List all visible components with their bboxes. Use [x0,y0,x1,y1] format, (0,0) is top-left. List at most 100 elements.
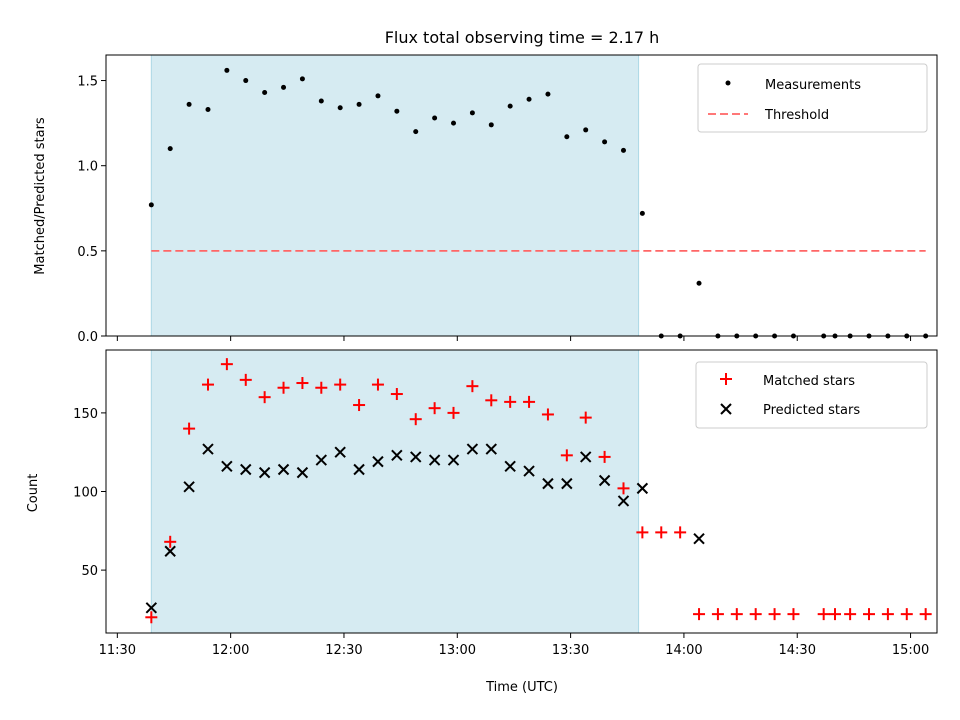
measurement-point [337,105,343,111]
matched-star-point [485,394,498,407]
measurement-point [394,108,400,114]
y-tick-label: 1.0 [77,160,98,175]
x-tick-label: 11:30 [99,643,136,658]
matched-star-point [674,526,687,539]
bottom-legend: Matched stars Predicted stars [695,361,928,429]
measurement-point [299,76,305,82]
matched-star-point [655,526,668,539]
bottom-legend-box [695,361,928,429]
top-axes-frame [105,54,938,337]
observing-window-shade [150,54,640,337]
matched-star-point [183,422,196,435]
matched-star-point [768,608,781,621]
measurement-point [356,101,362,107]
legend-predicted-label: Predicted stars [763,403,860,418]
y-tick-label: 150 [73,407,98,422]
matched-star-point [334,378,347,391]
matched-star-point [296,377,309,390]
matched-star-point [881,608,894,621]
matched-star-point [277,381,290,394]
predicted-star-point [428,454,441,466]
x-tick-label: 13:00 [439,643,476,658]
measurement-point [639,210,645,216]
x-tick-label: 13:30 [552,643,589,658]
measurement-point [167,146,173,152]
matched-star-point [844,608,857,621]
predicted-star-point [391,449,403,462]
predicted-star-point [240,463,252,476]
measurement-point [526,96,532,102]
matched-star-point [409,413,422,426]
predicted-star-point [164,545,176,557]
matched-star-point [919,608,932,621]
measurement-point [186,101,192,107]
predicted-star-point [504,460,516,473]
legend-matched-label: Matched stars [763,374,855,389]
measurement-point [620,147,626,153]
top-legend: Measurements Threshold [697,63,928,133]
predicted-star-point [145,602,158,614]
measurement-point [488,122,494,128]
predicted-star-point [258,466,271,479]
matched-star-point [863,608,876,621]
matched-star-point [523,395,536,408]
x-tick-label: 12:00 [212,643,249,658]
measurement-point [205,106,211,112]
star-count-panel: 50 100 150 11:30 12:00 12:30 13:00 13:30 14:00 1… [26,349,938,695]
matched-star-point [560,449,573,462]
predicted-star-point [466,443,479,455]
y-tick-label: 50 [81,564,98,579]
measurement-point [564,134,570,140]
y-tick-label: 0.0 [77,330,98,345]
predicted-star-point [277,463,290,476]
predicted-star-point [580,451,592,463]
predicted-star-point [296,466,309,479]
x-axis-label: Time (UTC) [485,680,558,695]
flux-ratio-panel: 0.0 0.5 1.0 1.5 Matched/Predicted stars Mea… [33,54,938,345]
observing-window-shade [150,349,640,634]
matched-star-point [447,406,460,419]
top-y-axis-label: Matched/Predicted stars [33,117,48,275]
x-tick-label: 15:00 [892,643,929,658]
legend-matched-marker [720,373,732,385]
predicted-star-point [485,443,497,455]
measurement-point [432,115,438,121]
matched-star-point [900,608,913,621]
matched-star-point [353,399,366,412]
predicted-star-point [353,463,365,476]
predicted-star-point [334,446,346,458]
matched-star-point [730,608,743,621]
measurement-point [602,139,608,145]
matched-star-point [428,402,441,415]
matched-star-point [145,611,158,624]
measurement-point [469,110,475,116]
measurement-point [318,98,324,104]
measurement-point [262,89,268,95]
matched-star-point [258,391,271,404]
matched-star-point [541,408,554,421]
matched-star-point [617,482,630,495]
matched-star-point [817,608,830,621]
x-tick-label: 14:00 [665,643,702,658]
legend-measurements-label: Measurements [765,78,861,93]
matched-star-point [239,373,252,386]
predicted-star-point [523,465,535,477]
matched-star-point [598,450,611,463]
predicted-star-point [183,481,195,493]
x-tick-label: 14:30 [779,643,816,658]
top-legend-box [697,63,928,133]
matched-star-point [829,608,842,621]
matched-star-point [636,526,649,539]
matched-star-point [164,535,177,548]
legend-threshold-label: Threshold [764,108,829,123]
predicted-star-point [542,477,554,490]
matched-star-point [711,608,724,621]
predicted-star-point [636,482,649,495]
predicted-star-point [447,454,460,466]
y-tick-label: 0.5 [77,245,98,260]
matched-star-point [579,411,592,424]
predicted-star-point [372,455,384,468]
measurement-point [545,91,551,97]
predicted-star-point [315,454,328,466]
predicted-star-point [561,477,573,490]
